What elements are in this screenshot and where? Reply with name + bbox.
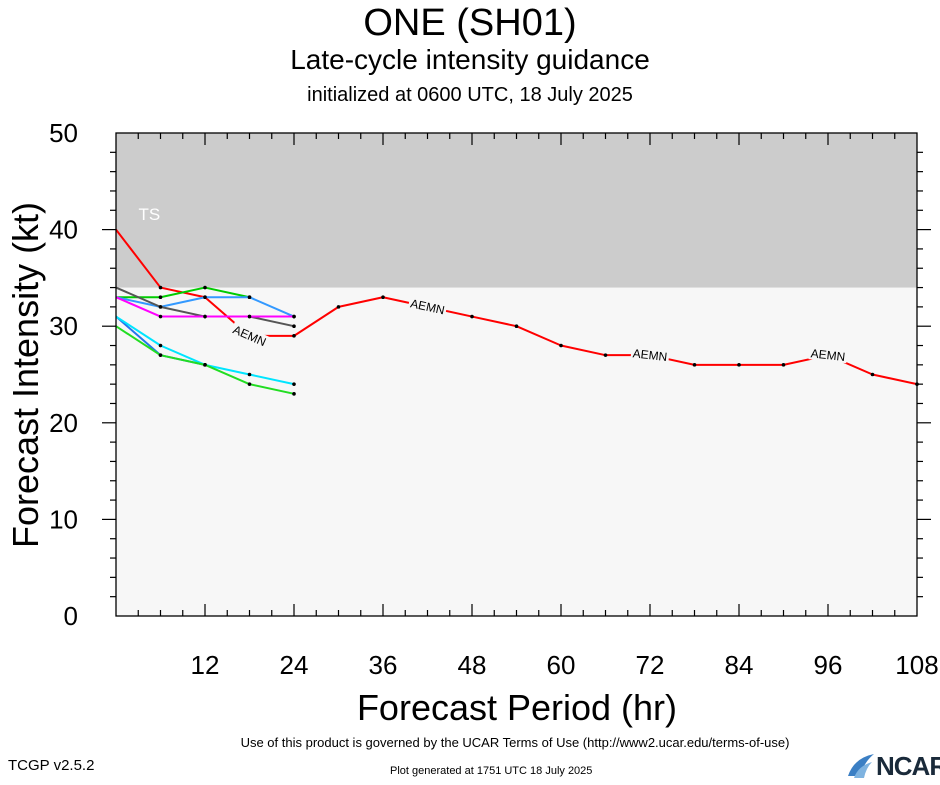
x-tick-label: 108 bbox=[895, 650, 938, 680]
version-label: TCGP v2.5.2 bbox=[8, 757, 95, 774]
x-tick-label: 60 bbox=[547, 650, 576, 680]
x-tick-label: 48 bbox=[458, 650, 487, 680]
data-point bbox=[203, 285, 207, 290]
x-tick-label: 84 bbox=[725, 650, 754, 680]
data-point bbox=[292, 392, 296, 396]
x-tick-label: 36 bbox=[369, 650, 398, 680]
data-point bbox=[381, 295, 385, 300]
y-axis-label: Forecast Intensity (kt) bbox=[5, 202, 46, 548]
data-point bbox=[781, 363, 786, 367]
data-point bbox=[158, 343, 163, 348]
data-point bbox=[336, 305, 341, 309]
data-point bbox=[158, 295, 163, 300]
axes-layer: 12 24 36 48 60 72 84 96 108 0 10 20 30 40 50 bbox=[49, 118, 939, 680]
series-label-bg bbox=[407, 296, 448, 317]
data-point bbox=[737, 363, 741, 367]
series-label: AEMN bbox=[810, 346, 846, 364]
initialization-time: initialized at 0600 UTC, 18 July 2025 bbox=[307, 84, 633, 106]
series-label: AEMN bbox=[632, 346, 668, 364]
y-tick-label: 40 bbox=[49, 215, 78, 245]
generated-time: Plot generated at 1751 UTC 18 July 2025 bbox=[390, 765, 593, 777]
data-point bbox=[203, 295, 207, 300]
y-tick-label: 10 bbox=[49, 504, 78, 534]
x-tick-label: 72 bbox=[636, 650, 665, 680]
chart-title: ONE (SH01) bbox=[363, 2, 577, 44]
ncar-logo-icon bbox=[848, 754, 874, 778]
data-point bbox=[292, 334, 296, 338]
data-point bbox=[158, 314, 163, 319]
y-tick-label: 20 bbox=[49, 408, 78, 438]
data-point bbox=[158, 353, 163, 357]
data-point bbox=[603, 353, 608, 357]
series-label-bg bbox=[229, 321, 270, 349]
data-point bbox=[158, 285, 163, 290]
y-tick-label: 0 bbox=[64, 601, 78, 631]
data-point bbox=[158, 305, 163, 309]
data-point bbox=[247, 372, 252, 377]
ts-band bbox=[116, 133, 917, 288]
y-tick-label: 50 bbox=[49, 118, 78, 148]
data-point bbox=[292, 382, 296, 386]
data-point bbox=[559, 343, 563, 348]
data-point bbox=[247, 382, 252, 386]
data-point bbox=[203, 314, 207, 319]
x-tick-label: 96 bbox=[814, 650, 843, 680]
data-point bbox=[514, 324, 519, 329]
chart-subtitle: Late-cycle intensity guidance bbox=[290, 44, 650, 75]
x-tick-label: 24 bbox=[280, 650, 309, 680]
x-axis-label: Forecast Period (hr) bbox=[357, 687, 677, 728]
x-tick-label: 12 bbox=[191, 650, 220, 680]
data-point bbox=[247, 295, 252, 300]
data-point bbox=[870, 372, 875, 377]
y-tick-label: 30 bbox=[49, 311, 78, 341]
data-point bbox=[692, 363, 697, 367]
series-label-bg bbox=[808, 346, 848, 364]
series-label-bg bbox=[630, 346, 670, 364]
data-point bbox=[292, 314, 296, 319]
data-point bbox=[203, 363, 207, 367]
data-point bbox=[470, 314, 474, 319]
ncar-logo: NCAR bbox=[846, 751, 940, 781]
data-point bbox=[292, 324, 296, 329]
data-point bbox=[247, 314, 252, 319]
ts-band-label: TS bbox=[139, 205, 161, 224]
terms-of-use: Use of this product is governed by the U… bbox=[240, 735, 790, 750]
ncar-logo-text: NCAR bbox=[876, 751, 940, 781]
